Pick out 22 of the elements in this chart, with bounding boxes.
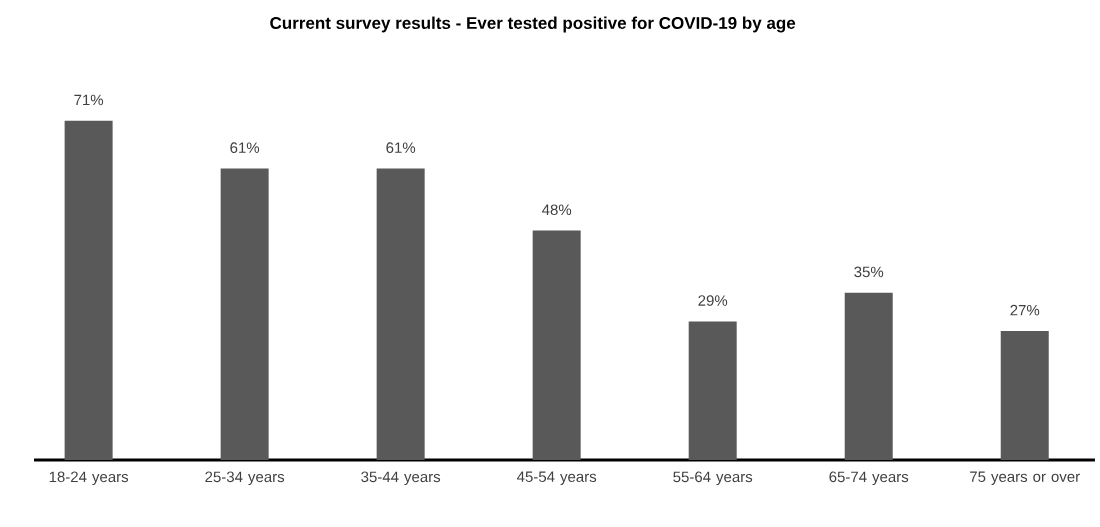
bar (844, 292, 893, 460)
bar (688, 321, 737, 460)
x-tick-label: 35-44 years (361, 471, 441, 486)
bar (1000, 330, 1049, 460)
data-label: 35% (854, 266, 884, 278)
data-label: 29% (698, 295, 728, 306)
bar (532, 230, 581, 460)
x-tick-label: 65-74 years (829, 471, 909, 486)
x-tick-label: 18-24 years (49, 471, 129, 486)
x-tick-label: 45-54 years (517, 471, 597, 485)
bar (64, 120, 113, 460)
data-label: 61% (386, 142, 416, 153)
x-tick-label: 25-34 years (205, 471, 285, 486)
bar (376, 168, 425, 460)
data-label: 61% (230, 142, 260, 153)
data-label: 27% (1010, 304, 1040, 316)
x-tick-label: 55-64 years (673, 471, 753, 486)
bar (220, 168, 269, 460)
chart-title: Current survey results - Ever tested positive for COVID-19 by age (270, 16, 796, 33)
x-tick-label: 75 years or over (970, 471, 1080, 485)
data-label: 48% (542, 204, 572, 216)
data-label: 71% (74, 94, 104, 106)
